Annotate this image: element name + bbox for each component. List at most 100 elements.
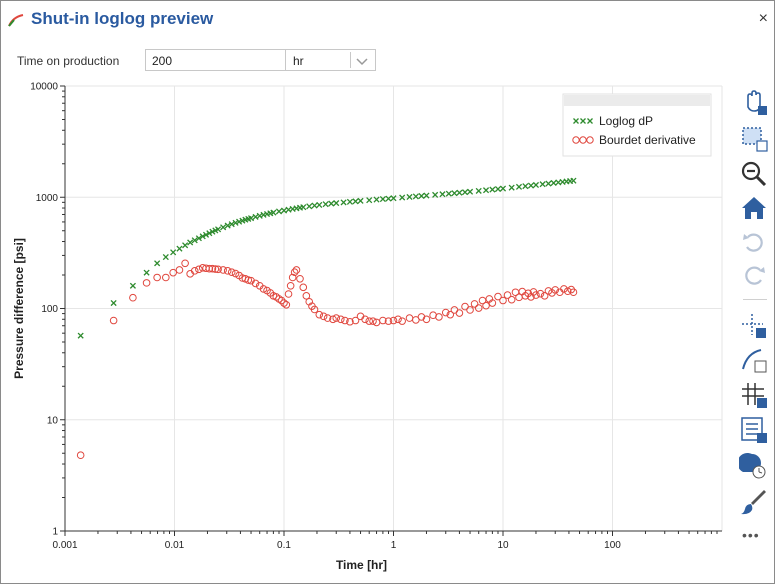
legend-marker xyxy=(572,136,580,144)
x-tick-label: 100 xyxy=(604,540,621,551)
loglog-dp-point xyxy=(199,233,206,240)
bourdet-derivative-point xyxy=(499,296,507,305)
unit-select[interactable]: hr xyxy=(285,49,376,71)
bourdet-derivative-point xyxy=(536,289,545,298)
bourdet-derivative-point xyxy=(341,316,349,325)
bourdet-derivative-point xyxy=(435,313,443,321)
zoom-out-icon[interactable] xyxy=(739,159,769,189)
bourdet-derivative-point xyxy=(417,313,426,321)
bourdet-derivative-point xyxy=(379,316,387,325)
bourdet-derivative-point xyxy=(296,274,304,283)
bourdet-derivative-point xyxy=(336,315,345,324)
loglog-chart[interactable]: 0.001 0.01 0.1 1 10 100 1 10 100 1000 10000 Time [h… xyxy=(1,77,736,577)
paint-brush-icon[interactable] xyxy=(739,487,769,517)
grid-icon[interactable] xyxy=(739,380,769,410)
bourdet-derivative-point xyxy=(446,310,455,319)
bourdet-derivative-point xyxy=(346,317,354,326)
color-picker-icon[interactable] xyxy=(739,451,769,481)
bourdet-derivative-point xyxy=(441,308,450,317)
bourdet-derivative-point xyxy=(205,264,214,273)
loglog-dp-point xyxy=(445,190,452,197)
legend-marker xyxy=(580,118,586,124)
x-axis-label: Time [hr] xyxy=(336,558,387,572)
toolbar-divider xyxy=(743,299,767,300)
loglog-dp-point xyxy=(340,199,347,206)
loglog-dp-point xyxy=(215,226,222,233)
bourdet-derivative-point xyxy=(369,317,377,325)
loglog-dp-point xyxy=(333,200,340,207)
loglog-dp-point xyxy=(346,198,353,205)
loglog-dp-point xyxy=(306,203,313,210)
close-button[interactable]: × xyxy=(758,10,768,27)
loglog-dp-point xyxy=(275,208,283,215)
bourdet-derivative-point xyxy=(190,267,199,275)
loglog-dp-point xyxy=(195,235,202,242)
bourdet-derivative-point xyxy=(551,286,560,294)
legend-icon[interactable] xyxy=(739,415,769,445)
loglog-dp-point xyxy=(224,222,231,229)
loglog-dp-point xyxy=(475,187,482,194)
legend-marker xyxy=(587,118,593,124)
crosshair-icon[interactable] xyxy=(739,311,769,341)
bourdet-derivative-point xyxy=(310,305,319,314)
loglog-dp-point xyxy=(379,196,386,203)
loglog-dp-point xyxy=(522,183,529,190)
loglog-dp-point xyxy=(482,187,490,194)
loglog-dp-point xyxy=(191,237,198,244)
bourdet-derivative-point xyxy=(394,315,402,324)
bourdet-derivative-point xyxy=(507,295,516,304)
pan-icon[interactable] xyxy=(739,87,769,117)
y-tick-label: 10 xyxy=(47,415,59,426)
bourdet-derivative-point xyxy=(540,292,549,300)
loglog-dp-point xyxy=(322,201,329,208)
loglog-dp-point xyxy=(220,224,227,231)
select-divider xyxy=(350,52,351,68)
loglog-dp-point xyxy=(515,183,523,190)
bourdet-derivative-point xyxy=(211,265,220,273)
loglog-dp-point xyxy=(300,204,307,211)
bourdet-derivative-point xyxy=(290,268,299,276)
redo-icon[interactable] xyxy=(739,260,769,290)
bourdet-derivative-point xyxy=(162,273,170,282)
loglog-dp-point xyxy=(494,185,502,193)
bourdet-derivative-point xyxy=(563,287,572,296)
loglog-dp-point xyxy=(252,213,259,220)
loglog-dp-point xyxy=(399,194,406,201)
loglog-dp-point xyxy=(270,209,277,216)
undo-icon[interactable] xyxy=(739,227,769,257)
loglog-dp-point xyxy=(423,192,430,199)
time-on-production-input[interactable]: 200 xyxy=(145,49,285,71)
bourdet-derivative-point xyxy=(280,299,288,307)
bourdet-derivative-point xyxy=(494,292,502,301)
bourdet-derivative-point xyxy=(129,293,137,302)
bourdet-derivative-point xyxy=(560,285,568,293)
y-axis-label: Pressure difference [psi] xyxy=(12,238,26,379)
bourdet-derivative-point xyxy=(219,266,227,274)
box-zoom-icon[interactable] xyxy=(739,123,769,153)
dialog-title: Shut-in loglog preview xyxy=(31,9,214,28)
curve-fit-icon[interactable] xyxy=(739,345,769,375)
bourdet-derivative-point xyxy=(474,304,483,312)
bourdet-derivative-point xyxy=(169,268,177,277)
legend-marker xyxy=(573,118,579,124)
loglog-dp-point xyxy=(357,197,364,204)
legend-label[interactable]: Bourdet derivative xyxy=(599,133,696,147)
legend-label[interactable]: Loglog dP xyxy=(599,114,653,128)
loglog-dp-point xyxy=(154,260,161,267)
home-icon[interactable] xyxy=(739,193,769,223)
loglog-dp-point xyxy=(176,245,183,252)
x-tick-label: 0.01 xyxy=(165,540,185,551)
bourdet-derivative-point xyxy=(282,300,291,309)
loglog-dp-point xyxy=(110,299,117,307)
loglog-dp-point xyxy=(232,219,239,226)
bourdet-derivative-point xyxy=(351,316,360,325)
loglog-dp-point xyxy=(499,185,507,192)
bourdet-derivative-point xyxy=(259,285,268,293)
bourdet-derivative-point xyxy=(389,316,398,325)
chevron-down-icon[interactable] xyxy=(354,54,370,68)
bourdet-derivative-point xyxy=(142,279,151,287)
bourdet-derivative-point xyxy=(398,317,406,325)
bourdet-derivative-point xyxy=(319,312,328,321)
bourdet-derivative-point xyxy=(422,315,431,324)
more-options-icon[interactable]: ••• xyxy=(742,527,760,543)
